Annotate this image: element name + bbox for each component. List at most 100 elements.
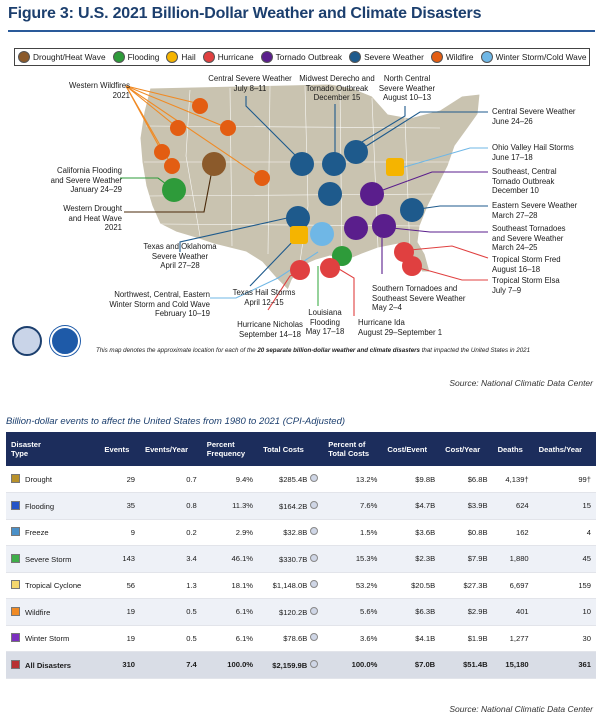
- drought-marker: [202, 152, 226, 176]
- cell-deaths-year: 45: [533, 545, 596, 573]
- legend-item: Hail: [166, 51, 196, 63]
- cell-deaths: 624: [492, 492, 534, 520]
- cell-events: 310: [99, 651, 141, 679]
- cpi-info-icon[interactable]: [310, 500, 319, 509]
- cell-cost-event: $6.3B: [382, 598, 441, 626]
- legend-item: Hurricane: [202, 51, 254, 63]
- cell-value: 35: [126, 501, 136, 511]
- cell-value: 10: [582, 607, 591, 617]
- cell-value: 15.3%: [355, 554, 378, 564]
- cell-pct-freq: 2.9%: [201, 519, 259, 546]
- cell-pct-costs: 15.3%: [323, 545, 383, 573]
- callout-southern-tornadoes-may: Southern Tornadoes and Southeast Severe …: [372, 284, 466, 312]
- figure-title: Figure 3: U.S. 2021 Billion-Dollar Weath…: [8, 5, 482, 22]
- cell-events: 143: [99, 545, 141, 573]
- cell-events: 29: [99, 466, 141, 493]
- disaster-type-label: Winter Storm: [25, 634, 70, 644]
- cell-value: 310: [122, 660, 136, 670]
- cell-value: 53.2%: [355, 580, 378, 590]
- table-row: Tropical Cyclone 56 1.3 18.1% $1,148.0B 53.2%…: [6, 572, 596, 599]
- cell-pct-costs: 53.2%: [323, 572, 383, 599]
- wildfire-icon: [430, 51, 443, 63]
- hail-marker-ohio: [386, 158, 404, 176]
- cell-value: $330.7B: [278, 554, 308, 564]
- cpi-info-icon[interactable]: [310, 553, 319, 562]
- legend-label: Drought/Heat Wave: [33, 52, 106, 62]
- disaster-type-label: Freeze: [25, 528, 49, 538]
- cell-value: 1,277: [509, 633, 529, 643]
- cpi-info-icon[interactable]: [310, 474, 319, 482]
- cell-value: 0.7: [186, 474, 197, 484]
- legend-label: Hurricane: [217, 52, 254, 62]
- table-source: Source: National Climatic Data Center: [449, 704, 593, 714]
- cell-events: 9: [99, 519, 141, 546]
- cell-pct-freq: 100.0%: [201, 651, 259, 679]
- cell-deaths: 6,697: [492, 572, 534, 599]
- column-header: Total Costs: [258, 432, 324, 466]
- cell-deaths: 1,880: [492, 545, 534, 573]
- cell-value: $0.8B: [467, 527, 488, 537]
- disaster-type-label: Severe Storm: [25, 554, 72, 564]
- legend-label: Winter Storm/Cold Wave: [495, 52, 587, 62]
- cell-value: $9.8B: [415, 474, 436, 484]
- cell-value: 162: [515, 527, 529, 537]
- cell-value: 1.5%: [360, 527, 378, 537]
- cell-per-year: 1.3: [140, 572, 202, 599]
- cell-value: $2,159.9B: [272, 660, 308, 670]
- legend-item: Tornado Outbreak: [260, 51, 343, 63]
- type-swatch-icon: [11, 580, 20, 590]
- cell-value: $7.0B: [414, 660, 436, 670]
- cell-value: 4: [586, 527, 591, 537]
- cell-pct-costs: 100.0%: [323, 651, 383, 679]
- cell-value: 0.5: [186, 607, 197, 617]
- callout-western-wildfires: Western Wildfires 2021: [69, 81, 130, 100]
- cell-value: $120.2B: [278, 607, 308, 617]
- cell-value: 401: [515, 607, 529, 617]
- table-row: Severe Storm 143 3.4 46.1% $330.7B 15.3% $2.3B…: [6, 545, 596, 573]
- map-source: Source: National Climatic Data Center: [449, 378, 593, 388]
- disaster-type-label: Drought: [25, 475, 53, 484]
- cell-value: 15,180: [505, 660, 529, 670]
- callout-ca-flooding: California Flooding and Severe Weather J…: [50, 166, 122, 194]
- cell-value: $285.4B: [278, 475, 308, 484]
- cell-pct-freq: 11.3%: [201, 492, 259, 520]
- disaster-type-cell: Severe Storm: [6, 545, 100, 573]
- cell-value: 13.2%: [355, 474, 378, 484]
- cell-pct-costs: 3.6%: [323, 625, 383, 652]
- cpi-info-icon[interactable]: [310, 580, 319, 589]
- callout-ohio-hail: Ohio Valley Hail Storms June 17–18: [492, 143, 574, 162]
- legend-item: Flooding: [112, 51, 159, 63]
- column-header: Events/Year: [140, 432, 202, 466]
- cell-events: 56: [99, 572, 141, 599]
- cell-cost-year: $7.9B: [440, 545, 493, 573]
- cpi-info-icon[interactable]: [310, 606, 319, 615]
- cpi-info-icon[interactable]: [310, 659, 319, 668]
- cpi-info-icon[interactable]: [310, 633, 319, 642]
- column-header: Cost/Year: [440, 432, 493, 466]
- cell-pct-costs: 13.2%: [323, 466, 383, 493]
- table-row: Flooding 35 0.8 11.3% $164.2B 7.6% $4.7B $3.9B 6…: [6, 492, 596, 520]
- cell-cost-year: $2.9B: [440, 598, 493, 626]
- cell-cost-year: $1.9B: [440, 625, 493, 652]
- callout-north-central: North Central Severe Weather August 10–1…: [378, 74, 436, 102]
- cell-total-costs: $330.7B: [258, 545, 324, 573]
- title-rule: [8, 30, 595, 32]
- cell-deaths-year: 4: [533, 519, 596, 546]
- cell-value: 29: [126, 474, 136, 484]
- legend-label: Tornado Outbreak: [275, 52, 343, 62]
- cell-value: $1,148.0B: [272, 581, 308, 591]
- winter-storm-marker: [310, 222, 334, 246]
- cell-value: 46.1%: [231, 554, 254, 564]
- severe-weather-icon: [349, 51, 362, 63]
- hail-icon: [166, 51, 179, 63]
- ca-flooding-marker: [162, 178, 186, 202]
- type-swatch-icon: [11, 606, 20, 616]
- wildfire-markers: [154, 98, 270, 186]
- cell-value: $3.9B: [467, 501, 488, 511]
- cell-per-year: 0.7: [140, 466, 202, 493]
- cell-cost-event: $4.7B: [382, 492, 441, 520]
- cpi-info-icon[interactable]: [310, 527, 319, 536]
- cell-per-year: 7.4: [140, 651, 202, 679]
- cell-value: 159: [578, 580, 591, 590]
- cell-cost-year: $3.9B: [440, 492, 493, 520]
